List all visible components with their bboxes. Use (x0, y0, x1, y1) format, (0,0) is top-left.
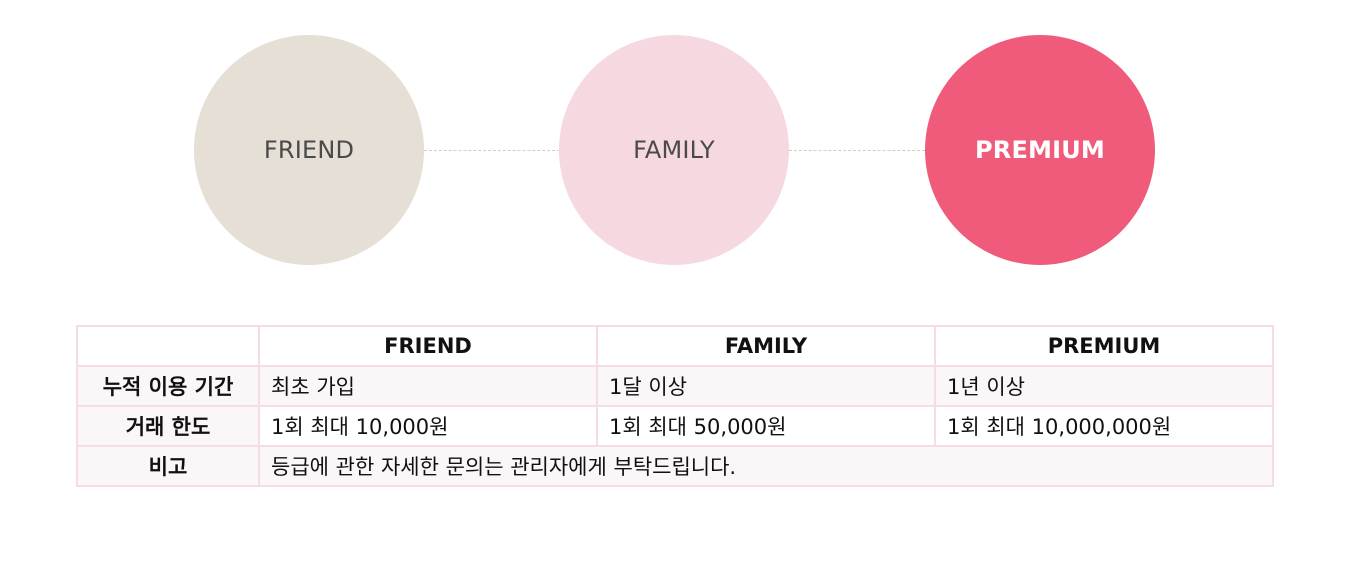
connector-friend-family (424, 150, 560, 151)
grade-comparison-table: FRIEND FAMILY PREMIUM 누적 이용 기간 최초 가입 1달 … (76, 325, 1274, 487)
cell-transaction-limit-family: 1회 최대 50,000원 (596, 405, 936, 447)
table-header-empty (76, 325, 260, 367)
grade-circle-friend-label: FRIEND (263, 136, 355, 164)
connector-family-premium (789, 150, 925, 151)
grade-circle-family-label: FAMILY (633, 136, 715, 164)
table-row-note: 비고 등급에 관한 자세한 문의는 관리자에게 부탁드립니다. (76, 445, 1274, 487)
grade-circle-premium: PREMIUM (925, 35, 1155, 265)
cell-usage-period-premium: 1년 이상 (934, 365, 1274, 407)
cell-transaction-limit-premium: 1회 최대 10,000,000원 (934, 405, 1274, 447)
table-header-family: FAMILY (596, 325, 936, 367)
grade-circle-family: FAMILY (559, 35, 789, 265)
cell-usage-period-family: 1달 이상 (596, 365, 936, 407)
table-header-friend: FRIEND (258, 325, 598, 367)
row-label-transaction-limit: 거래 한도 (76, 405, 260, 447)
table-row-transaction-limit: 거래 한도 1회 최대 10,000원 1회 최대 50,000원 1회 최대 … (76, 405, 1274, 447)
cell-transaction-limit-friend: 1회 최대 10,000원 (258, 405, 598, 447)
row-label-usage-period: 누적 이용 기간 (76, 365, 260, 407)
cell-note: 등급에 관한 자세한 문의는 관리자에게 부탁드립니다. (258, 445, 1274, 487)
grade-circle-friend: FRIEND (194, 35, 424, 265)
row-label-note: 비고 (76, 445, 260, 487)
table-header-row: FRIEND FAMILY PREMIUM (76, 325, 1274, 367)
cell-usage-period-friend: 최초 가입 (258, 365, 598, 407)
table-row-usage-period: 누적 이용 기간 최초 가입 1달 이상 1년 이상 (76, 365, 1274, 407)
grade-circle-premium-label: PREMIUM (974, 136, 1106, 164)
table-header-premium: PREMIUM (934, 325, 1274, 367)
